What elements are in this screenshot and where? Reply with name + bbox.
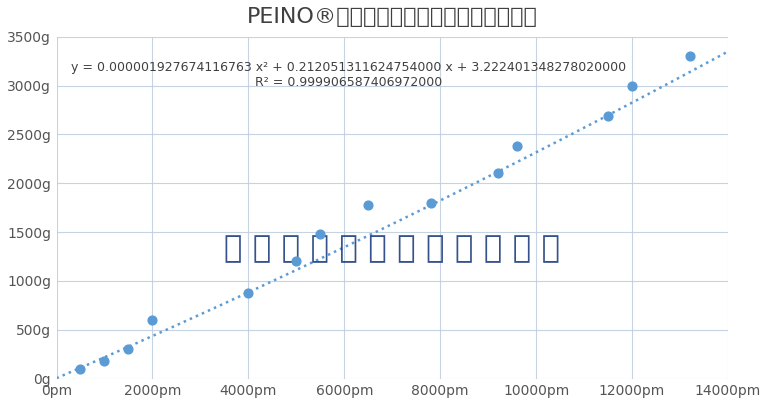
Point [122,346,134,352]
Point [511,143,523,149]
Point [74,365,87,372]
Point [602,113,614,119]
Point [290,258,303,264]
Point [362,202,374,208]
Point [492,170,504,177]
Point [626,82,638,89]
Point [425,200,437,206]
Point [98,358,111,364]
Title: PEINO®光纤光板称重系统波长重量标定图: PEINO®光纤光板称重系统波长重量标定图 [247,7,538,27]
Point [146,317,158,323]
Point [242,290,254,296]
Point [684,53,696,60]
Text: y = 0.000001927674116763 x² + 0.212051311624754000 x + 3.222401348278020000
R² =: y = 0.000001927674116763 x² + 0.21205131… [71,61,626,89]
Text: 北 京 大 成 永 盛 科 技 有 限 公 司: 北 京 大 成 永 盛 科 技 有 限 公 司 [224,234,560,263]
Point [314,231,326,237]
